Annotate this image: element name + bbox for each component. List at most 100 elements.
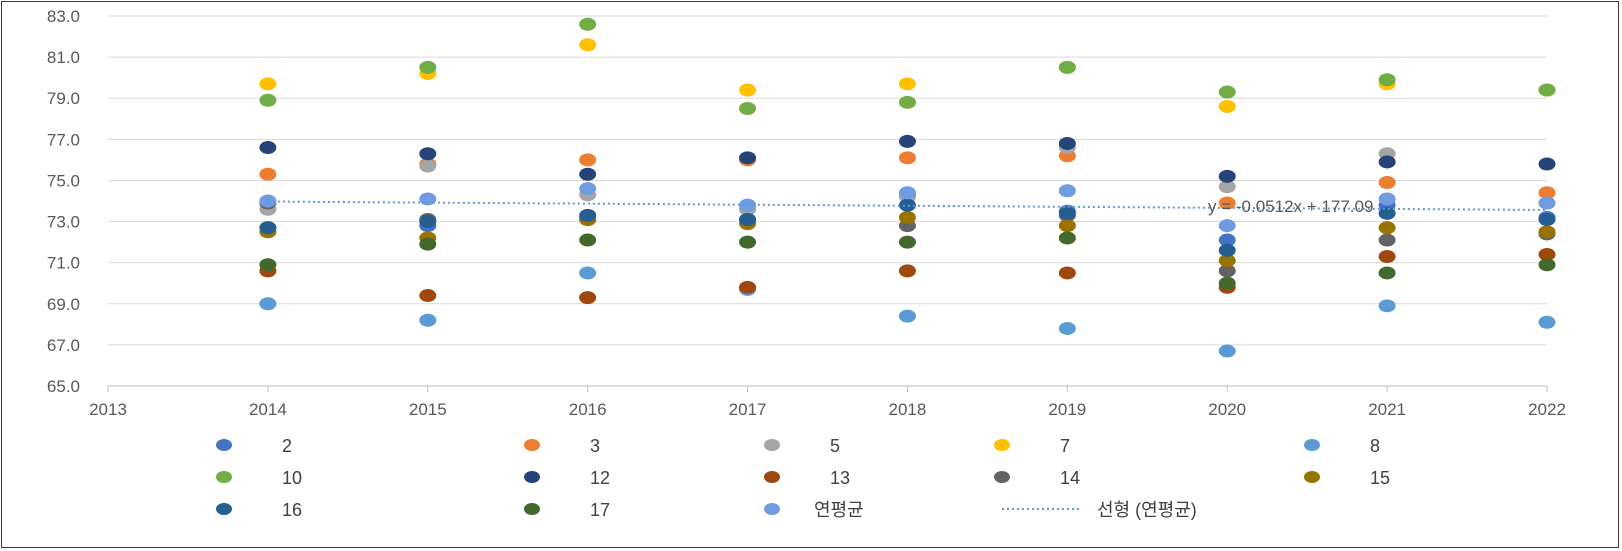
legend-label: 연평균 [814, 500, 864, 520]
data-point [1218, 264, 1236, 278]
y-tick-label: 69.0 [47, 295, 80, 314]
data-point [419, 237, 437, 251]
data-point [419, 159, 437, 173]
data-point [419, 289, 437, 303]
x-tick-label: 2018 [889, 400, 927, 419]
x-tick-label: 2013 [89, 400, 127, 419]
x-tick-label: 2016 [569, 400, 607, 419]
data-point [739, 235, 757, 249]
legend-label: 12 [590, 468, 610, 488]
data-points [259, 17, 1556, 358]
x-tick-label: 2022 [1528, 400, 1566, 419]
data-point [579, 208, 597, 222]
data-point [1218, 344, 1236, 358]
data-point [1218, 99, 1236, 113]
data-point [1378, 250, 1396, 263]
data-point [1538, 213, 1556, 226]
y-tick-label: 65.0 [47, 377, 80, 396]
data-point [259, 194, 277, 208]
data-point [1538, 258, 1556, 272]
data-point [1378, 266, 1396, 280]
legend-marker [1304, 471, 1320, 483]
data-point [1218, 219, 1236, 233]
data-point [1378, 192, 1396, 206]
legend: 2 3 5 7 8 10 12 13 14 15 16 17 연평균 선형 (연평균) [216, 436, 1390, 520]
data-point [1058, 219, 1076, 233]
trendline [267, 200, 1548, 211]
data-point [259, 221, 277, 235]
legend-marker [524, 503, 540, 515]
y-tick-label: 71.0 [47, 254, 80, 273]
data-point [419, 215, 437, 229]
data-point [898, 309, 916, 323]
data-point [419, 313, 437, 327]
data-point [1538, 247, 1556, 261]
data-point [1058, 136, 1076, 150]
x-tick-label: 2015 [409, 400, 447, 419]
legend-label: 8 [1370, 436, 1380, 456]
data-point [1378, 206, 1396, 220]
data-point [579, 153, 597, 167]
data-point [1058, 184, 1076, 198]
legend-label: 선형 (연평균) [1097, 500, 1197, 520]
data-point [1058, 266, 1076, 280]
legend-label: 10 [282, 468, 302, 488]
data-point [259, 141, 277, 155]
data-point [898, 235, 916, 249]
legend-label: 2 [282, 436, 292, 456]
data-point [419, 147, 437, 161]
data-point [898, 134, 916, 148]
data-point [739, 102, 757, 115]
gridlines [108, 15, 1547, 346]
data-point [1218, 169, 1236, 183]
data-point [259, 167, 277, 181]
data-point [1538, 83, 1556, 97]
data-point [1218, 276, 1236, 290]
data-point [1058, 206, 1076, 220]
y-tick-label: 79.0 [47, 89, 80, 108]
data-point [739, 151, 757, 165]
data-point [1378, 73, 1396, 87]
data-point [579, 266, 597, 280]
data-point [579, 17, 597, 31]
legend-label: 3 [590, 436, 600, 456]
data-point [898, 95, 916, 109]
data-point [1218, 233, 1236, 247]
data-point [1218, 254, 1236, 268]
y-tick-label: 73.0 [47, 213, 80, 232]
x-tick-label: 2021 [1368, 400, 1406, 419]
data-point [1218, 180, 1236, 194]
data-point [1538, 196, 1556, 210]
data-point [1218, 85, 1236, 99]
legend-marker [764, 503, 780, 515]
data-point [579, 38, 597, 52]
data-point [898, 186, 916, 200]
data-point [1378, 299, 1396, 313]
legend-marker [216, 439, 232, 451]
data-point [1538, 157, 1556, 171]
data-point [259, 297, 277, 311]
x-tick-label: 2017 [729, 400, 767, 419]
data-point [579, 291, 597, 305]
data-point [1058, 231, 1076, 245]
data-point [579, 233, 597, 247]
data-point [898, 264, 916, 278]
data-point [1218, 196, 1236, 210]
legend-marker [1304, 439, 1320, 451]
legend-label: 14 [1060, 468, 1080, 488]
data-point [1378, 221, 1396, 235]
data-point [259, 77, 277, 91]
data-point [1058, 60, 1076, 74]
y-tick-label: 83.0 [47, 7, 80, 26]
data-point [259, 258, 277, 272]
data-point [739, 83, 757, 97]
legend-marker [764, 439, 780, 451]
legend-marker [994, 439, 1010, 451]
data-point [1538, 315, 1556, 329]
data-point [739, 213, 757, 226]
legend-label: 15 [1370, 468, 1390, 488]
data-point [579, 182, 597, 196]
x-tick-label: 2019 [1048, 400, 1086, 419]
